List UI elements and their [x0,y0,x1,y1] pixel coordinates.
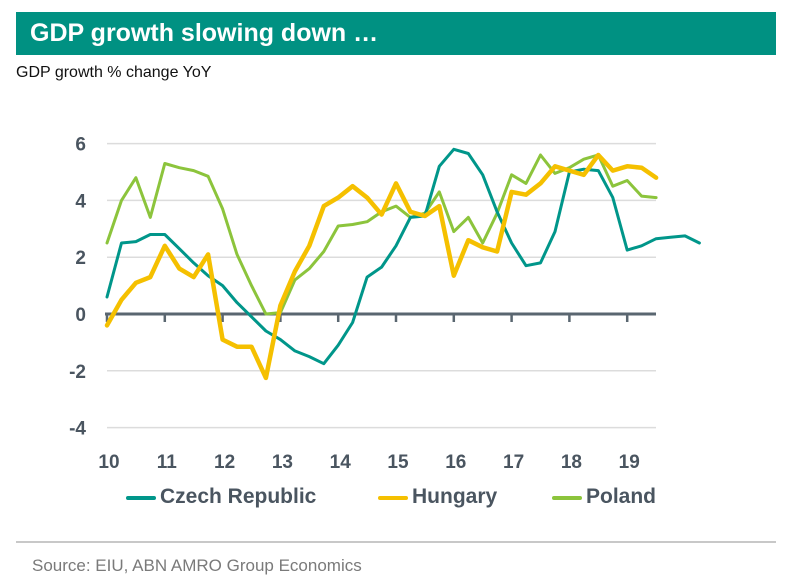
series-lines [104,147,701,381]
y-axis-tick-labels: 6 4 2 0 -2 -4 [69,135,86,440]
x-tick-label: 11 [157,452,178,473]
y-tick-label: 4 [75,191,86,212]
legend-swatch-hungary [378,496,408,500]
legend: Czech Republic Hungary Poland [0,482,787,512]
y-tick-label: -2 [69,362,86,383]
x-tick-label: 14 [330,452,352,473]
y-tick-label: 0 [75,305,86,326]
x-axis-tick-labels: 10 11 12 13 14 15 16 17 18 19 [98,452,639,473]
y-tick-label: 6 [75,135,86,156]
x-tick-label: 16 [445,452,466,473]
legend-label-poland: Poland [586,485,657,508]
chart-title: GDP growth slowing down … [30,19,379,47]
x-tick-label: 10 [98,452,119,473]
series-line-czech [105,147,701,366]
line-chart: 6 4 2 0 -2 -4 10 11 12 13 14 15 16 17 18 19 [69,135,701,473]
legend-swatch-czech-republic [126,496,156,500]
x-tick-label: 12 [214,452,235,473]
legend-swatch-poland [552,496,582,500]
y-tick-label: -4 [69,419,86,440]
title-bar: GDP growth slowing down … [16,12,776,55]
series-line-poland [105,153,658,316]
x-tick-label: 15 [387,452,409,473]
x-tick-label: 18 [561,452,582,473]
x-tick-label: 17 [503,452,524,473]
x-tick-label: 13 [272,452,293,473]
legend-label-czech-republic: Czech Republic [160,485,317,508]
footer-divider [16,541,776,543]
gridlines [107,142,656,429]
x-tick-label: 19 [619,452,640,473]
source-note: Source: EIU, ABN AMRO Group Economics [32,556,362,575]
chart-subtitle: GDP growth % change YoY [16,64,212,81]
y-tick-label: 2 [75,248,86,269]
x-axis [105,312,656,322]
series-line-hungary [104,152,659,381]
legend-label-hungary: Hungary [412,485,498,508]
